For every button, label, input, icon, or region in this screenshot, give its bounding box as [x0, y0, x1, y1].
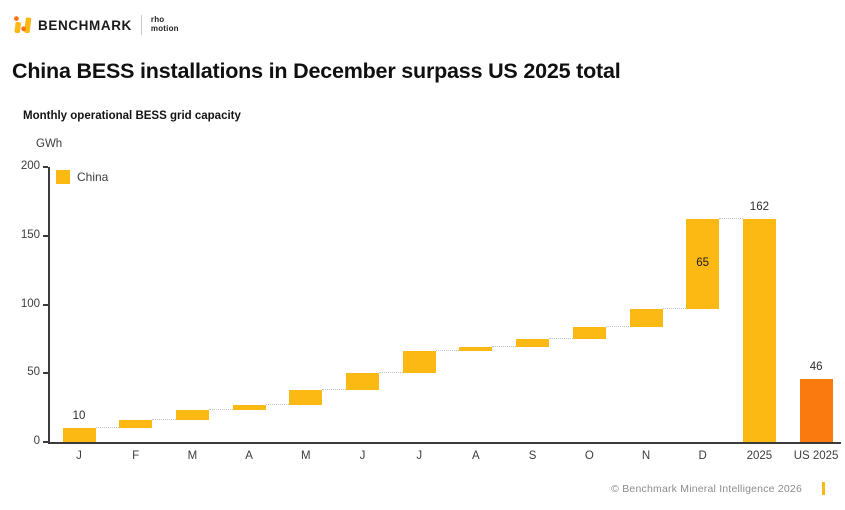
step-connector — [549, 337, 573, 339]
x-axis-label-m: M — [301, 450, 311, 462]
step-connector — [208, 409, 233, 411]
bar-annotation-10: 10 — [72, 410, 86, 423]
x-axis-label-a: A — [472, 450, 480, 462]
bar-annotation-46: 46 — [809, 360, 823, 373]
step-connector — [95, 427, 120, 429]
step-connector — [662, 307, 687, 309]
bar-s — [516, 338, 550, 348]
step-connector — [605, 325, 630, 327]
chart-subtitle: Monthly operational BESS grid capacity — [23, 110, 241, 122]
y-axis-tick — [43, 441, 48, 443]
step-connector — [379, 372, 403, 374]
step-connector — [719, 218, 743, 220]
bar-2025 — [742, 219, 776, 442]
x-axis-label-j: J — [76, 450, 82, 462]
partner-logo: rho motion — [151, 16, 179, 33]
copyright-text: © Benchmark Mineral Intelligence 2026 — [611, 482, 802, 495]
bar-a — [459, 347, 493, 352]
x-axis-label-j: J — [416, 450, 423, 462]
x-axis-label-us-2025: US 2025 — [793, 450, 839, 462]
bar-n — [629, 308, 663, 327]
y-tick-label: 50 — [27, 366, 40, 379]
y-tick-label: 100 — [20, 297, 40, 310]
x-axis-label-m: M — [187, 450, 198, 462]
brand-header: BENCHMARK rho motion — [12, 15, 179, 35]
x-axis-label-n: N — [641, 450, 651, 462]
legend-label-china: China — [77, 170, 109, 184]
legend-swatch-china — [56, 170, 70, 184]
bar-o — [572, 326, 606, 339]
bar-m — [175, 410, 209, 420]
y-axis-unit-label: GWh — [36, 138, 63, 150]
y-axis-tick — [43, 372, 48, 375]
x-axis-label-f: F — [132, 450, 140, 462]
step-connector — [492, 346, 517, 348]
x-axis-label-o: O — [584, 450, 594, 462]
bar-j — [62, 428, 96, 442]
bar-annotation-162: 162 — [749, 201, 769, 214]
bar-annotation-65: 65 — [696, 256, 710, 269]
footer-accent-bar — [822, 482, 825, 495]
x-axis-label-d: D — [698, 450, 707, 462]
x-axis-label-a: A — [245, 450, 253, 462]
benchmark-logo-icon — [12, 15, 34, 35]
bar-j — [346, 373, 379, 390]
x-axis-label-2025: 2025 — [746, 450, 773, 462]
partner-line2: motion — [150, 24, 179, 33]
y-tick-label: 150 — [20, 228, 40, 241]
brand-name: BENCHMARK — [38, 17, 132, 33]
x-axis-label-j: J — [359, 450, 366, 462]
x-axis-label-s: S — [528, 450, 537, 462]
partner-line1: rho — [150, 15, 165, 25]
y-axis-tick — [43, 234, 48, 237]
bar-a — [232, 404, 266, 411]
y-axis-tick — [43, 166, 48, 168]
legend: China — [56, 170, 108, 184]
step-connector — [322, 388, 346, 390]
y-tick-label: 200 — [20, 160, 40, 172]
step-connector — [265, 403, 290, 405]
footer: © Benchmark Mineral Intelligence 2026 — [611, 482, 825, 495]
step-connector — [435, 350, 460, 352]
y-tick-label: 0 — [33, 435, 40, 447]
bar-us-2025 — [799, 378, 833, 442]
step-connector — [152, 419, 176, 420]
brand-divider — [140, 15, 142, 35]
bar-f — [119, 420, 153, 429]
bar-j — [402, 351, 436, 374]
x-axis-line — [48, 442, 841, 444]
page-title: China BESS installations in December sur… — [12, 59, 621, 83]
y-axis-line — [48, 167, 50, 442]
bar-m — [289, 389, 323, 405]
bar-d — [686, 219, 720, 309]
y-axis-tick — [43, 303, 48, 306]
